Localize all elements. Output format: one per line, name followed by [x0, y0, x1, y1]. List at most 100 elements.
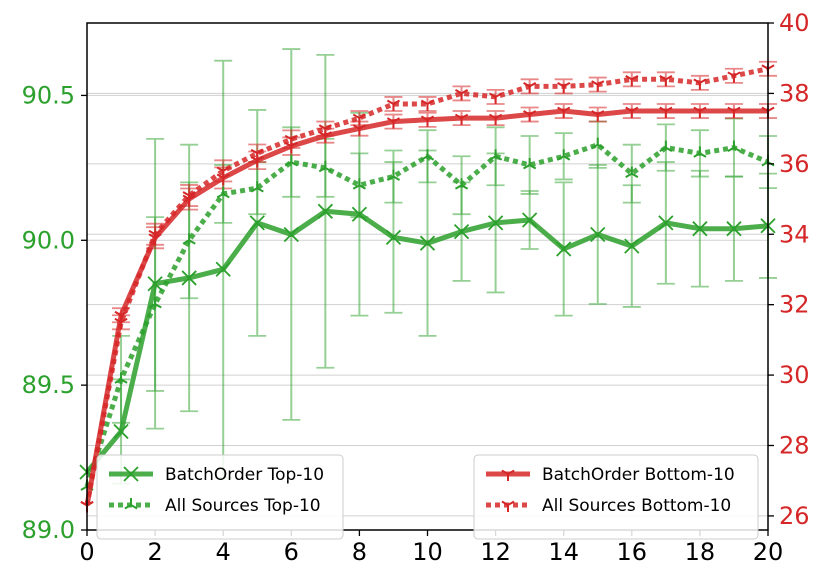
- data-point-marker: [114, 372, 128, 384]
- data-point-marker: [501, 500, 515, 512]
- x-tick-label: 0: [79, 538, 94, 566]
- data-point-marker: [489, 149, 503, 161]
- data-point-marker: [489, 113, 503, 126]
- data-point-marker: [284, 134, 298, 147]
- data-point-marker: [148, 297, 162, 309]
- data-point-marker: [523, 110, 537, 122]
- data-point-marker: [113, 423, 129, 440]
- data-point-marker: [284, 155, 298, 167]
- data-point-marker: [182, 233, 196, 245]
- data-point-marker: [591, 80, 605, 92]
- data-point-marker: [181, 270, 197, 286]
- data-point-marker: [487, 215, 504, 231]
- data-point-marker: [591, 137, 605, 150]
- data-point-marker: [591, 110, 605, 122]
- data-point-marker: [624, 238, 640, 254]
- data-point-marker: [351, 206, 368, 222]
- data-point-marker: [215, 261, 231, 277]
- data-point-marker: [385, 229, 402, 246]
- left-tick-label: 89.5: [22, 371, 75, 399]
- right-tick-label: 30: [779, 361, 810, 389]
- data-point-marker: [352, 113, 366, 126]
- data-point-marker: [216, 186, 230, 199]
- data-point-marker: [148, 229, 162, 242]
- x-tick-label: 14: [548, 538, 579, 566]
- right-axis: 26 28 30 32 34 36 38 40: [768, 9, 810, 530]
- right-tick-label: 38: [779, 79, 810, 107]
- data-point-marker: [489, 92, 503, 104]
- data-point-marker: [249, 215, 265, 231]
- data-point-marker: [522, 212, 538, 228]
- data-point-marker: [693, 106, 707, 119]
- data-point-marker: [318, 124, 332, 136]
- data-point-marker: [317, 203, 333, 219]
- data-point-marker: [693, 78, 707, 90]
- data-point-marker: [692, 221, 708, 237]
- legend-left: BatchOrder Top-10 All Sources Top-10: [96, 454, 344, 540]
- series-line: [84, 66, 769, 506]
- legend-label: BatchOrder Bottom-10: [542, 465, 735, 485]
- data-point-marker: [693, 146, 707, 158]
- legend-label: BatchOrder Top-10: [165, 465, 324, 485]
- data-point-marker: [420, 115, 435, 127]
- x-tick-label: 8: [352, 538, 367, 566]
- errorbar-layer: [112, 48, 777, 485]
- data-point-marker: [318, 160, 332, 173]
- data-point-marker: [625, 74, 639, 87]
- right-tick-label: 26: [779, 502, 810, 530]
- data-point-marker: [557, 82, 571, 94]
- data-point-marker: [727, 106, 741, 119]
- left-tick-label: 90.5: [22, 81, 75, 109]
- legend-right: BatchOrder Bottom-10 All Sources Bottom-1…: [473, 454, 759, 540]
- data-point-marker: [556, 241, 572, 257]
- data-point-marker: [726, 221, 742, 237]
- data-point-marker: [659, 140, 673, 152]
- legend-box: [473, 454, 759, 540]
- left-tick-label: 89.0: [22, 516, 75, 544]
- x-tick-label: 20: [753, 538, 784, 566]
- left-axis: 89.0 89.5 90.0 90.5: [22, 81, 87, 544]
- data-point-marker: [182, 191, 196, 203]
- data-point-marker: [419, 235, 436, 251]
- data-point-marker: [250, 148, 264, 161]
- data-point-marker: [523, 82, 537, 94]
- data-point-marker: [250, 181, 264, 193]
- left-tick-label: 90.0: [22, 226, 75, 254]
- data-point-marker: [453, 223, 470, 240]
- data-point-marker: [123, 466, 139, 482]
- data-point-marker: [420, 99, 435, 111]
- data-point-marker: [590, 226, 606, 243]
- right-tick-label: 36: [779, 150, 810, 178]
- x-tick-label: 2: [147, 538, 162, 566]
- right-tick-label: 40: [779, 9, 810, 37]
- data-point-marker: [352, 124, 366, 136]
- data-point-marker: [727, 71, 741, 83]
- data-point-marker: [454, 178, 469, 190]
- data-point-marker: [114, 317, 128, 330]
- data-point-marker: [658, 215, 674, 231]
- data-point-marker: [352, 178, 366, 190]
- data-point-marker: [216, 166, 230, 178]
- data-point-marker: [454, 113, 469, 126]
- data-point-marker: [420, 149, 435, 161]
- data-point-marker: [147, 276, 163, 292]
- legend-label: All Sources Bottom-10: [542, 496, 731, 516]
- x-tick-label: 16: [617, 538, 648, 566]
- data-point-marker: [386, 117, 401, 129]
- data-point-marker: [557, 106, 571, 119]
- legend-label: All Sources Top-10: [165, 496, 321, 516]
- data-point-marker: [625, 166, 639, 179]
- x-axis: 0 2 4 6 8 10 12 14 16 18 20: [79, 530, 783, 566]
- data-point-marker: [659, 74, 673, 87]
- data-point-marker: [659, 106, 673, 119]
- data-point-marker: [727, 140, 741, 152]
- x-tick-label: 4: [216, 538, 231, 566]
- right-tick-label: 28: [779, 432, 810, 460]
- data-point-marker: [386, 99, 401, 111]
- data-point-marker: [625, 106, 639, 119]
- data-point-marker: [386, 169, 401, 181]
- data-point-marker: [557, 149, 571, 161]
- right-tick-label: 32: [779, 291, 810, 319]
- data-point-marker: [501, 469, 515, 481]
